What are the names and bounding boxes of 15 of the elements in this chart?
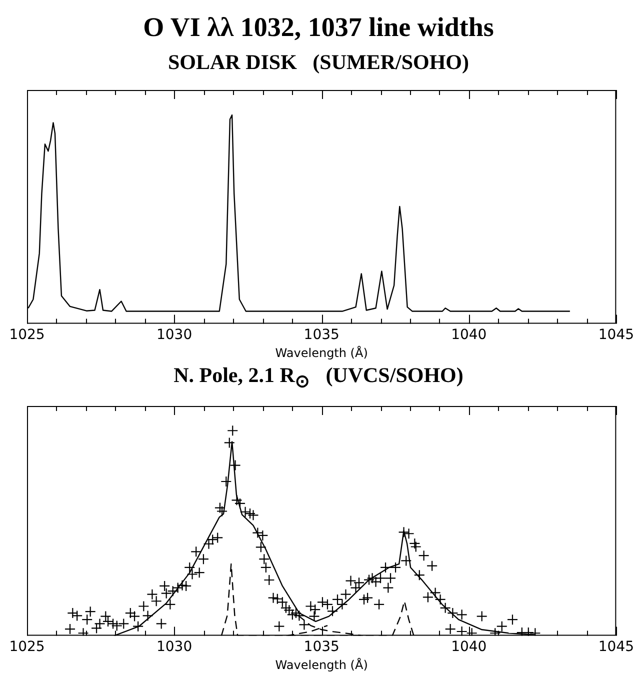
x-tick-label: 1030	[156, 638, 192, 655]
chart-title: N. Pole, 2.1 R$_{⊙}$ (UVCS/SOHO)	[172, 363, 464, 392]
x-axis-title: Wavelength (Å)	[275, 656, 368, 672]
chart-title: O VI λλ 1032, 1037 line widths	[142, 12, 495, 43]
x-tick-label: 1035	[304, 326, 340, 343]
x-tick-label: 1045	[598, 638, 634, 655]
x-tick-label: 1045	[598, 326, 634, 343]
x-tick-label: 1025	[9, 638, 45, 655]
x-tick-label: 1025	[9, 326, 45, 343]
x-tick-label: 1030	[156, 326, 192, 343]
x-tick-label: 1035	[304, 638, 340, 655]
x-axis-title: Wavelength (Å)	[275, 344, 368, 360]
x-tick-label: 1040	[451, 638, 487, 655]
chart-subtitle: SOLAR DISK (SUMER/SOHO)	[166, 50, 470, 75]
x-tick-label: 1040	[451, 326, 487, 343]
